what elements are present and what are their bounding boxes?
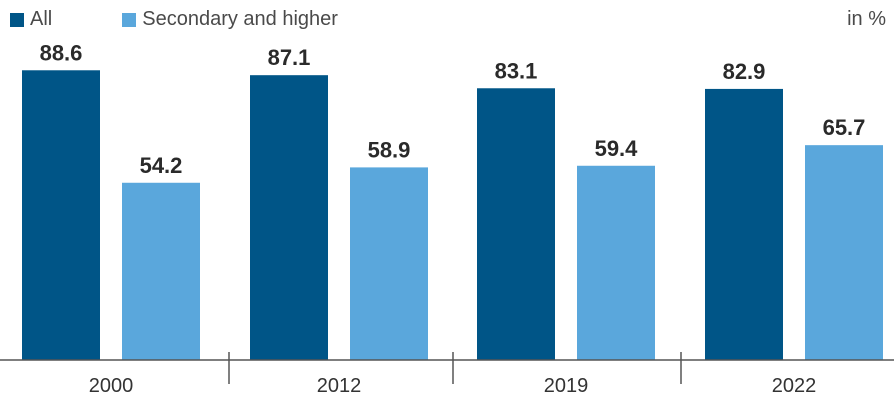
- legend-label-secondary: Secondary and higher: [142, 8, 338, 30]
- data-label-2022-all: 82.9: [723, 59, 766, 84]
- data-label-2012-secondary: 58.9: [368, 137, 411, 162]
- data-label-2022-secondary: 65.7: [823, 115, 866, 140]
- x-tick-label-2000: 2000: [89, 375, 134, 397]
- bar-2012-all: [250, 75, 328, 361]
- bar-2019-secondary: [577, 165, 655, 360]
- x-tick-label-2022: 2022: [772, 375, 817, 397]
- unit-label: in %: [847, 8, 886, 30]
- legend: All Secondary and higher: [10, 8, 408, 31]
- legend-swatch-all: [10, 12, 24, 27]
- bar-2000-secondary: [122, 182, 200, 360]
- bar-2019-all: [477, 88, 555, 360]
- x-tick-label-2012: 2012: [317, 375, 362, 397]
- bar-2022-all: [705, 88, 783, 361]
- data-label-2019-all: 83.1: [495, 58, 538, 83]
- data-label-2012-all: 87.1: [268, 45, 311, 70]
- bar-2012-secondary: [350, 167, 428, 360]
- legend-item-secondary: Secondary and higher: [122, 8, 338, 31]
- bar-2000-all: [22, 70, 100, 360]
- legend-item-all: All: [10, 8, 52, 31]
- data-label-2000-all: 88.6: [40, 40, 83, 65]
- bar-2022-secondary: [805, 145, 883, 360]
- legend-swatch-secondary: [122, 12, 137, 27]
- data-label-2019-secondary: 59.4: [595, 136, 639, 161]
- x-tick-label-2019: 2019: [544, 375, 589, 397]
- legend-label-all: All: [30, 8, 53, 30]
- data-label-2000-secondary: 54.2: [140, 153, 183, 178]
